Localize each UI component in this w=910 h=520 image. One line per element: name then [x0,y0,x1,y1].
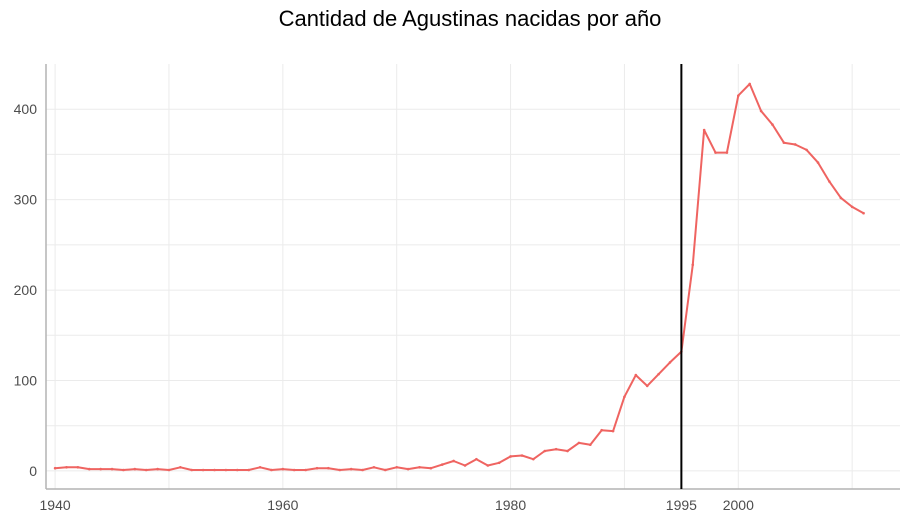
data-point [554,447,558,451]
series-line [55,82,865,471]
data-point [338,468,342,472]
gridlines [46,64,900,489]
data-point [167,468,171,472]
y-tick-label: 100 [14,372,38,388]
data-point [771,123,774,126]
data-point [543,449,547,453]
data-point [509,455,512,458]
y-tick-label: 0 [29,463,37,479]
data-point [668,361,672,364]
data-point [702,128,706,132]
data-point [110,467,114,471]
data-point [65,465,68,469]
data-point [429,466,433,470]
data-point [53,466,57,470]
data-point [247,468,250,472]
data-point [76,465,80,469]
data-point [463,464,467,467]
data-point [748,82,751,86]
x-tick-label: 1995 [666,497,697,513]
data-point [577,441,581,445]
data-point [623,395,626,399]
data-point [190,468,194,472]
data-point [361,468,364,472]
data-point [235,468,239,472]
data-point [520,454,524,457]
data-point [725,151,729,154]
data-point [292,468,296,472]
data-point [384,468,387,472]
data-point [657,372,660,376]
data-point [224,468,228,472]
x-tick-label: 2000 [723,497,754,513]
data-point [418,465,421,469]
data-point [737,94,740,97]
data-point [839,196,843,200]
data-point [611,429,615,433]
data-point [270,468,273,472]
chart-title: Cantidad de Agustinas nacidas por año [278,6,662,31]
data-point [532,457,535,461]
data-point [87,467,91,471]
y-tick-label: 400 [14,101,38,117]
data-point [805,148,808,152]
data-point [714,151,717,154]
data-point [304,468,307,472]
data-point [475,457,478,461]
data-point [201,468,205,472]
data-point [782,141,786,144]
y-tick-label: 200 [14,282,38,298]
data-point [816,161,820,164]
data-point [406,467,410,471]
data-point [759,109,763,113]
data-point [315,466,319,470]
x-tick-label: 1960 [267,497,298,513]
data-point [850,205,854,209]
x-tick-label: 1980 [495,497,526,513]
data-point [452,459,455,463]
data-point [691,263,695,267]
data-point [281,467,285,471]
data-point [349,467,353,471]
y-tick-label: 300 [14,192,38,208]
data-point [566,449,569,453]
data-point [828,180,831,183]
data-point [634,373,638,377]
data-point [600,428,603,432]
data-point [862,211,865,215]
data-point [372,465,376,469]
data-point [497,461,501,465]
data-point [440,463,444,466]
data-point [133,467,137,471]
data-point [645,384,649,388]
data-point [588,443,592,446]
data-point [395,465,399,469]
plot-area [53,64,865,489]
data-point [144,468,148,472]
tick-labels: 0 100 200 300 400 1940 1960 1980 1995 2000 [14,101,754,513]
data-point [213,468,216,472]
data-point [258,465,262,469]
data-point [486,464,490,467]
data-point [179,465,182,469]
data-point [327,466,330,470]
axes [45,64,900,490]
data-point [99,467,102,471]
data-point [122,468,125,472]
data-point [793,143,797,146]
data-point [156,467,159,471]
x-tick-label: 1940 [40,497,71,513]
